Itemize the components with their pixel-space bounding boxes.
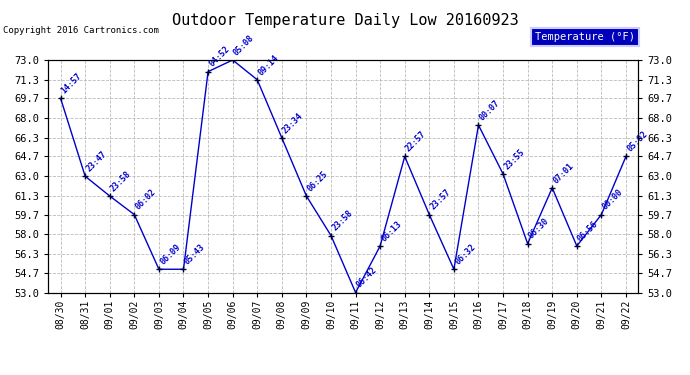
Text: 23:47: 23:47 bbox=[84, 149, 108, 174]
Text: 22:57: 22:57 bbox=[404, 130, 428, 154]
Text: 06:02: 06:02 bbox=[134, 188, 157, 212]
Text: 06:56: 06:56 bbox=[576, 219, 600, 243]
Text: 06:09: 06:09 bbox=[158, 242, 182, 267]
Text: Temperature (°F): Temperature (°F) bbox=[535, 32, 635, 42]
Text: Outdoor Temperature Daily Low 20160923: Outdoor Temperature Daily Low 20160923 bbox=[172, 13, 518, 28]
Text: 23:57: 23:57 bbox=[428, 188, 453, 212]
Text: 07:01: 07:01 bbox=[551, 161, 575, 185]
Text: 06:30: 06:30 bbox=[527, 217, 551, 241]
Text: Copyright 2016 Cartronics.com: Copyright 2016 Cartronics.com bbox=[3, 26, 159, 35]
Text: 00:00: 00:00 bbox=[600, 188, 624, 212]
Text: 23:58: 23:58 bbox=[109, 169, 133, 193]
Text: 04:52: 04:52 bbox=[207, 45, 231, 69]
Text: 06:13: 06:13 bbox=[380, 219, 404, 243]
Text: 05:02: 05:02 bbox=[625, 130, 649, 154]
Text: 23:34: 23:34 bbox=[281, 111, 305, 135]
Text: 00:07: 00:07 bbox=[477, 98, 502, 122]
Text: 14:57: 14:57 bbox=[60, 72, 83, 96]
Text: 23:55: 23:55 bbox=[502, 147, 526, 171]
Text: 06:32: 06:32 bbox=[453, 242, 477, 267]
Text: 06:42: 06:42 bbox=[355, 266, 379, 290]
Text: 23:58: 23:58 bbox=[331, 209, 354, 233]
Text: 05:43: 05:43 bbox=[183, 242, 207, 267]
Text: 05:08: 05:08 bbox=[232, 33, 256, 57]
Text: 06:25: 06:25 bbox=[306, 169, 330, 193]
Text: 09:14: 09:14 bbox=[257, 53, 280, 77]
